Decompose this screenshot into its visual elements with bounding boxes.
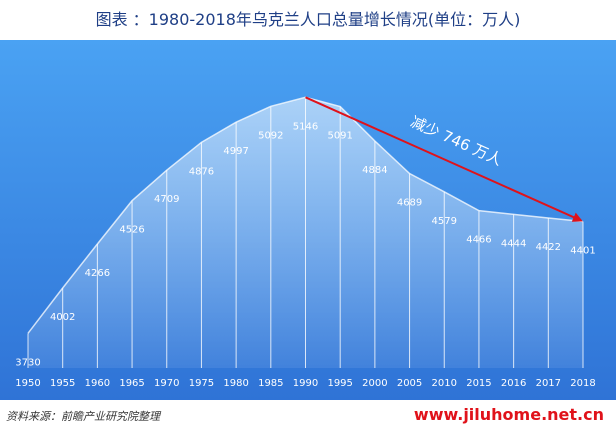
x-tick-label: 1990 <box>293 378 318 389</box>
data-label: 4709 <box>154 194 179 205</box>
chart-title: 图表 ：1980-2018年乌克兰人口总量增长情况(单位：万人) <box>0 0 616 40</box>
x-tick-label: 1985 <box>258 378 283 389</box>
x-tick-label: 1960 <box>85 378 110 389</box>
data-label: 5146 <box>293 121 318 132</box>
data-label: 4002 <box>50 312 75 323</box>
data-label: 4884 <box>362 165 387 176</box>
data-label: 4466 <box>466 235 491 246</box>
x-tick-label: 2010 <box>432 378 457 389</box>
source-note: 资料来源：前瞻产业研究院整理 <box>6 410 160 423</box>
footer: 资料来源：前瞻产业研究院整理 www.jiluhome.net.cn <box>0 400 616 437</box>
decrease-arrow <box>305 96 583 222</box>
watermark: www.jiluhome.net.cn <box>413 405 604 424</box>
x-tick-label: 1955 <box>50 378 75 389</box>
x-tick-label: 2018 <box>570 378 595 389</box>
x-tick-label: 2016 <box>501 378 526 389</box>
data-label: 4444 <box>501 238 526 249</box>
plot-area: 3730 4002 4266 4526 4709 4876 4997 5092 5146 5091… <box>0 40 616 400</box>
data-label: 5091 <box>327 131 352 142</box>
decrease-annotation: 减少 746 万人 <box>408 113 505 170</box>
x-tick-label: 2015 <box>466 378 491 389</box>
data-label: 3730 <box>15 357 40 368</box>
data-label: 4401 <box>570 246 595 257</box>
chart-svg: 3730 4002 4266 4526 4709 4876 4997 5092 5146 5091… <box>15 96 596 389</box>
data-label: 4422 <box>536 242 561 253</box>
x-tick-label: 1980 <box>223 378 248 389</box>
data-label: 4526 <box>119 225 144 236</box>
x-tick-label: 1995 <box>327 378 352 389</box>
x-tick-label: 1970 <box>154 378 179 389</box>
data-label: 4689 <box>397 198 422 209</box>
x-tick-label: 2005 <box>397 378 422 389</box>
x-tick-label: 1965 <box>119 378 144 389</box>
data-label: 4266 <box>85 268 110 279</box>
x-tick-label: 1975 <box>189 378 214 389</box>
data-label: 4579 <box>432 216 457 227</box>
x-tick-label: 2000 <box>362 378 387 389</box>
x-tick-label: 2017 <box>536 378 561 389</box>
data-label: 4997 <box>223 146 248 157</box>
data-label: 4876 <box>189 166 214 177</box>
area-line <box>27 96 584 334</box>
x-tick-label: 1950 <box>15 378 40 389</box>
data-label: 5092 <box>258 130 283 141</box>
